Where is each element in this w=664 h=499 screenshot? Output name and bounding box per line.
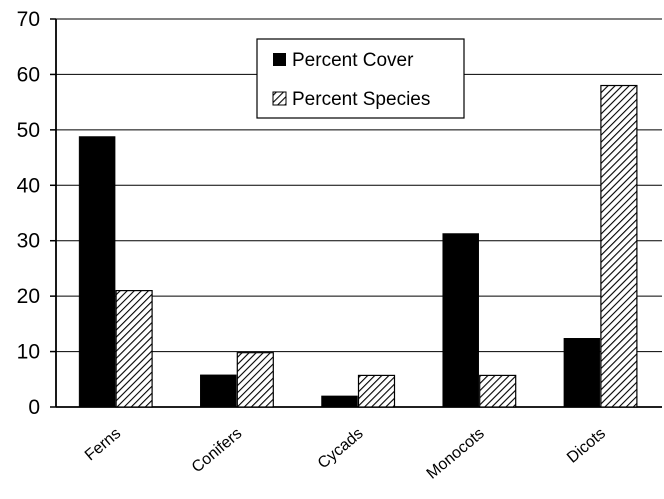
legend-swatch-percent-cover xyxy=(273,53,286,66)
legend: Percent Cover Percent Species xyxy=(256,38,465,119)
bar-percent-species-cycads xyxy=(357,374,396,408)
legend-label-percent-species: Percent Species xyxy=(292,89,430,110)
y-tick-label: 30 xyxy=(17,230,40,253)
x-category-label: Conifers xyxy=(189,425,246,476)
legend-swatch-percent-species xyxy=(272,91,287,106)
legend-label-percent-cover: Percent Cover xyxy=(292,50,414,71)
y-tick-label: 60 xyxy=(17,63,40,86)
y-tick-label: 20 xyxy=(17,285,40,308)
x-category-label: Ferns xyxy=(82,425,124,464)
bar-percent-cover-cycads xyxy=(321,395,358,408)
bar-percent-cover-monocots xyxy=(442,233,479,408)
bar-percent-cover-ferns xyxy=(78,136,116,408)
x-category-label: Dicots xyxy=(564,425,609,467)
y-tick-label: 70 xyxy=(17,8,40,31)
category-labels: Ferns Conifers Cycads Monocots Dicots xyxy=(82,425,609,483)
bar-percent-species-conifers xyxy=(236,352,274,408)
y-tick-label: 40 xyxy=(17,174,40,197)
x-category-label: Cycads xyxy=(315,425,367,472)
y-tick-label: 50 xyxy=(17,119,40,142)
bar-percent-species-ferns xyxy=(115,290,153,408)
bar-percent-species-monocots xyxy=(479,374,517,408)
bar-percent-cover-dicots xyxy=(563,338,601,408)
legend-box xyxy=(256,38,465,119)
bar-percent-species-dicots xyxy=(600,84,638,408)
bars xyxy=(78,84,638,408)
y-tick-labels: 0 10 20 30 40 50 60 70 xyxy=(17,8,40,419)
y-tick-label: 10 xyxy=(17,341,40,364)
bar-percent-cover-conifers xyxy=(200,374,237,408)
x-category-label: Monocots xyxy=(424,425,488,483)
y-tick-label: 0 xyxy=(28,396,40,419)
